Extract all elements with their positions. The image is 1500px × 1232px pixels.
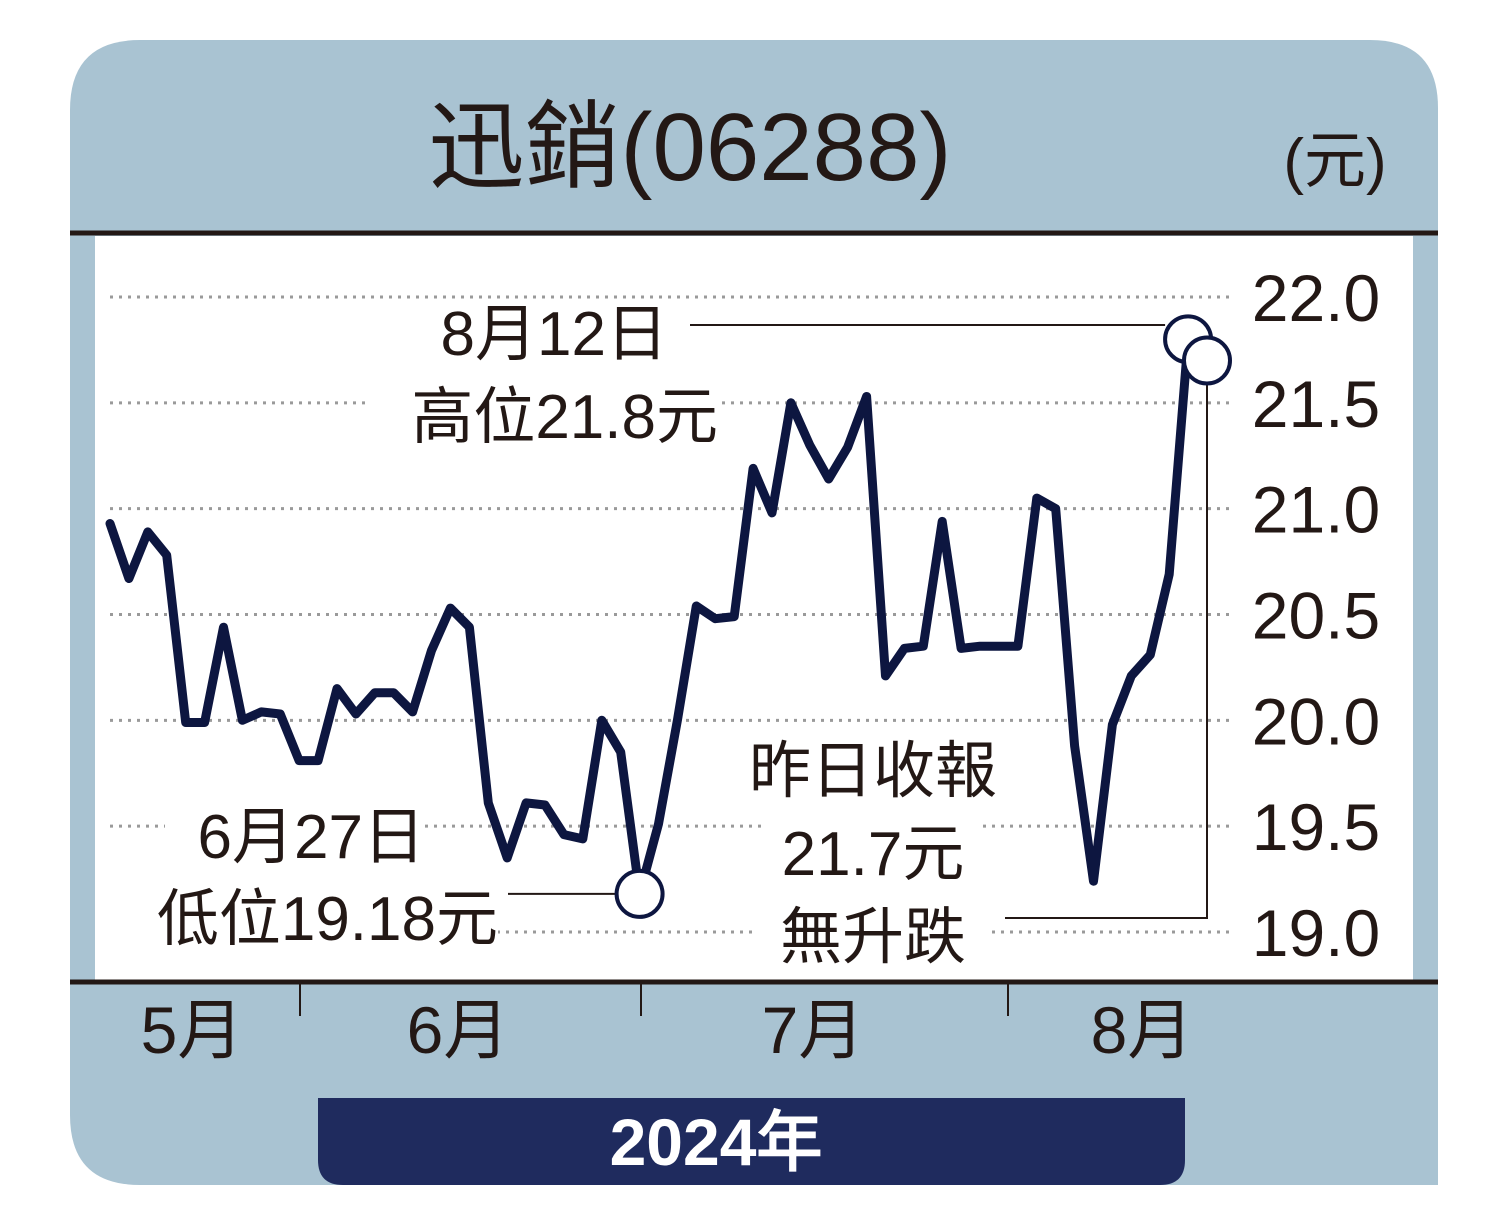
close-change-label-bg (758, 906, 988, 968)
y-tick-label: 20.5 (1252, 579, 1380, 653)
y-tick-label: 20.0 (1252, 684, 1380, 758)
high-value-label-bg (368, 386, 718, 448)
y-tick-label: 22.0 (1252, 261, 1380, 335)
high-value-label: 高位21.8元 (411, 383, 718, 452)
y-tick-label: 19.0 (1252, 896, 1380, 970)
x-tick-label: 7月 (762, 993, 865, 1067)
y-tick-label: 19.5 (1252, 790, 1380, 864)
price-line (105, 334, 1212, 899)
close-callout-line (1005, 383, 1208, 919)
unit-label: (元) (1283, 127, 1386, 196)
x-tick-label: 5月 (141, 993, 244, 1067)
close-caption-label: 昨日收報 (749, 737, 997, 806)
chart-title: 迅銷(06288) (429, 94, 952, 201)
high-date-label-bg (408, 303, 668, 365)
close-value-label: 21.7元 (782, 820, 965, 889)
low-value-label-bg (108, 888, 498, 950)
close-marker (1182, 335, 1232, 386)
low-date-label: 6月27日 (198, 803, 425, 872)
y-tick-label: 21.0 (1252, 473, 1380, 547)
y-tick-label: 21.5 (1252, 367, 1380, 441)
high-date-label: 8月12日 (441, 300, 668, 369)
close-caption-label-bg (723, 740, 1023, 802)
close-change-label: 無升跌 (780, 903, 966, 972)
low-date-label-bg (165, 806, 425, 868)
low-marker (614, 868, 665, 919)
x-tick-label: 8月 (1091, 993, 1194, 1067)
x-tick-label: 6月 (407, 993, 510, 1067)
year-badge (318, 1098, 1185, 1185)
close-value-label-bg (763, 823, 983, 885)
low-value-label: 低位19.18元 (157, 885, 498, 954)
year-label: 2024年 (610, 1105, 823, 1179)
